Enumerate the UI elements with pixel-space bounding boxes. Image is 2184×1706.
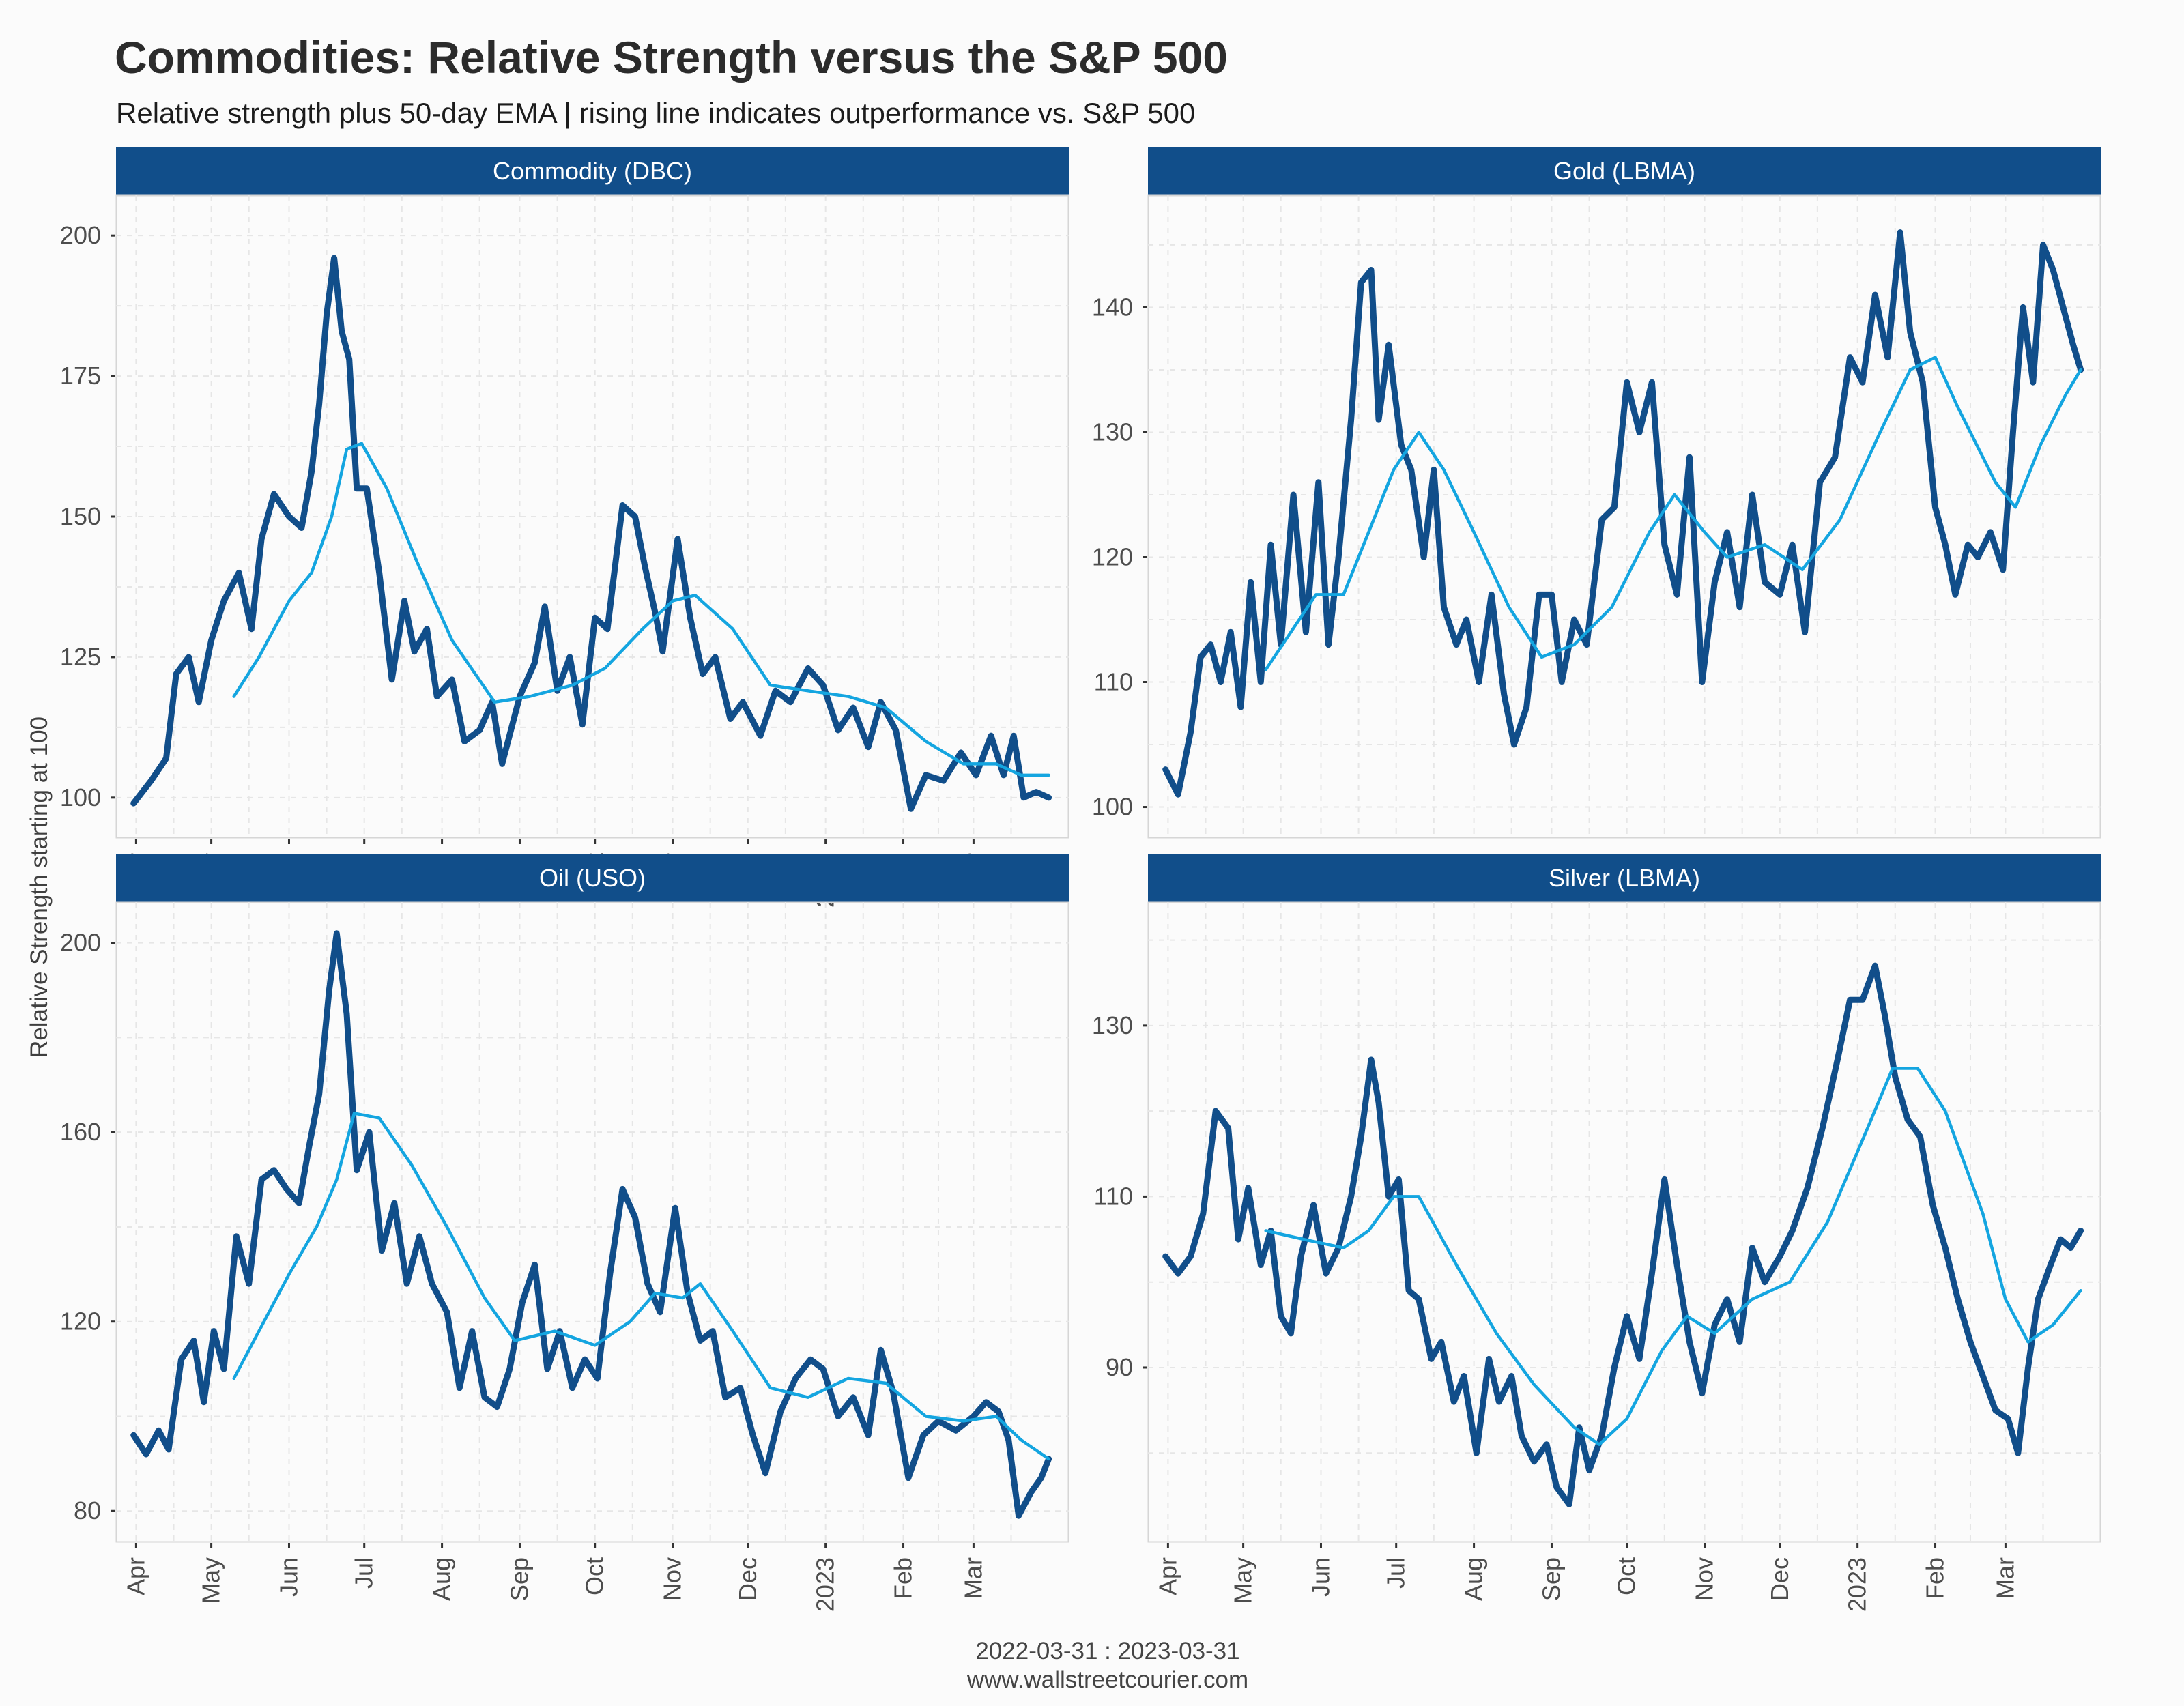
x-tick-label: Aug	[1460, 1557, 1488, 1601]
x-tick-label: Nov	[1691, 1557, 1719, 1601]
plot-frame	[1147, 194, 2101, 839]
plot-area: 100 110 120 130 140	[1092, 194, 2101, 839]
y-tick-label: 90	[1106, 1353, 1133, 1381]
plot-frame	[115, 901, 1069, 1543]
x-tick-label: Dec	[1766, 1557, 1794, 1601]
x-tick-label: Oct	[581, 1557, 609, 1595]
x-tick-label: Apr	[121, 1557, 149, 1595]
y-tick-label: 120	[1092, 543, 1133, 570]
x-tick-label: Dec	[734, 1557, 762, 1601]
relative-strength-line	[1162, 962, 2084, 1507]
y-tick-label: 130	[1092, 418, 1133, 446]
y-tick-label: 160	[60, 1118, 101, 1146]
x-tick-label: Jun	[1306, 1557, 1334, 1597]
y-tick-label: 200	[60, 221, 101, 249]
panel-gold: Gold (LBMA) 100 110 120 130 140	[1092, 147, 2101, 839]
source-url-caption: www.wallstreetcourier.com	[966, 1666, 1249, 1693]
date-range-caption: 2022-03-31 : 2023-03-31	[975, 1638, 1240, 1664]
y-tick-label: 110	[1094, 1182, 1133, 1210]
x-tick-label: 2023	[811, 1557, 839, 1612]
panel-silver: Silver (LBMA) 90 110 130 Apr May Jun Jul Aug Sep…	[1092, 854, 2101, 1612]
y-axis-label: Relative Strength starting at 100	[26, 716, 53, 1058]
y-tick-label: 100	[1092, 793, 1133, 821]
plot-area: 80 120 160 200 Apr May Jun Jul Aug Sep Oct Nov Dec 20…	[60, 901, 1069, 1612]
y-tick-label: 80	[74, 1497, 101, 1524]
x-tick-label: Jul	[350, 1557, 378, 1589]
chart-title: Commodities: Relative Strength versus th…	[115, 32, 1228, 83]
y-tick-label: 130	[1092, 1011, 1133, 1039]
y-tick-label: 200	[60, 929, 101, 957]
panel-title: Commodity (DBC)	[492, 157, 693, 185]
plot-frame	[1147, 901, 2101, 1543]
y-tick-label: 120	[60, 1307, 101, 1335]
panel-oil: Oil (USO) 80 120 160 200 Apr May Jun Jul Aug Sep O…	[60, 854, 1069, 1612]
x-tick-label: Feb	[1921, 1557, 1949, 1600]
ema-50-day-line	[232, 1112, 1050, 1461]
panel-strip: Gold (LBMA)	[1148, 147, 2101, 195]
panel-title: Silver (LBMA)	[1548, 864, 1701, 892]
x-tick-label: Sep	[1537, 1557, 1565, 1601]
panel-title: Gold (LBMA)	[1553, 157, 1696, 185]
ema-50-day-line	[232, 442, 1050, 777]
x-tick-label: Sep	[505, 1557, 533, 1601]
ema-50-day-line	[1264, 356, 2082, 671]
x-tick-label: 2023	[1843, 1557, 1871, 1612]
y-tick-label: 110	[1094, 668, 1133, 696]
panel-strip: Silver (LBMA)	[1148, 854, 2101, 902]
y-tick-label: 150	[60, 502, 101, 530]
x-tick-label: Feb	[889, 1557, 917, 1600]
x-tick-label: Nov	[659, 1557, 687, 1601]
relative-strength-line	[130, 255, 1052, 812]
relative-strength-line	[130, 930, 1052, 1519]
x-tick-label: Aug	[428, 1557, 456, 1601]
panel-title: Oil (USO)	[539, 864, 646, 892]
plot-area: 90 110 130 Apr May Jun Jul Aug Sep Oct Nov Dec 2023 F…	[1092, 901, 2101, 1612]
ema-50-day-line	[1264, 1067, 2082, 1446]
x-tick-label: Mar	[1991, 1557, 2019, 1600]
x-tick-label: May	[197, 1557, 225, 1604]
chart-subtitle: Relative strength plus 50-day EMA | risi…	[116, 97, 1196, 129]
x-tick-label: Oct	[1613, 1557, 1641, 1595]
x-tick-label: Jul	[1382, 1557, 1410, 1589]
y-tick-label: 140	[1092, 293, 1133, 321]
x-tick-label: Mar	[959, 1557, 987, 1600]
x-tick-label: Jun	[274, 1557, 302, 1597]
y-tick-label: 175	[60, 362, 101, 390]
relative-strength-line	[1162, 229, 2084, 798]
panel-strip: Commodity (DBC)	[116, 147, 1069, 195]
y-tick-label: 125	[60, 643, 101, 671]
x-tick-label: May	[1229, 1557, 1257, 1604]
panel-strip: Oil (USO)	[116, 854, 1069, 902]
y-tick-label: 100	[60, 783, 101, 811]
plot-area: 100125150175200AprMayJunJulAugSepOctNovD…	[60, 194, 1069, 908]
x-tick-label: Apr	[1153, 1557, 1181, 1595]
panel-commodity: Commodity (DBC) 100125150175200AprMayJun…	[60, 147, 1069, 908]
